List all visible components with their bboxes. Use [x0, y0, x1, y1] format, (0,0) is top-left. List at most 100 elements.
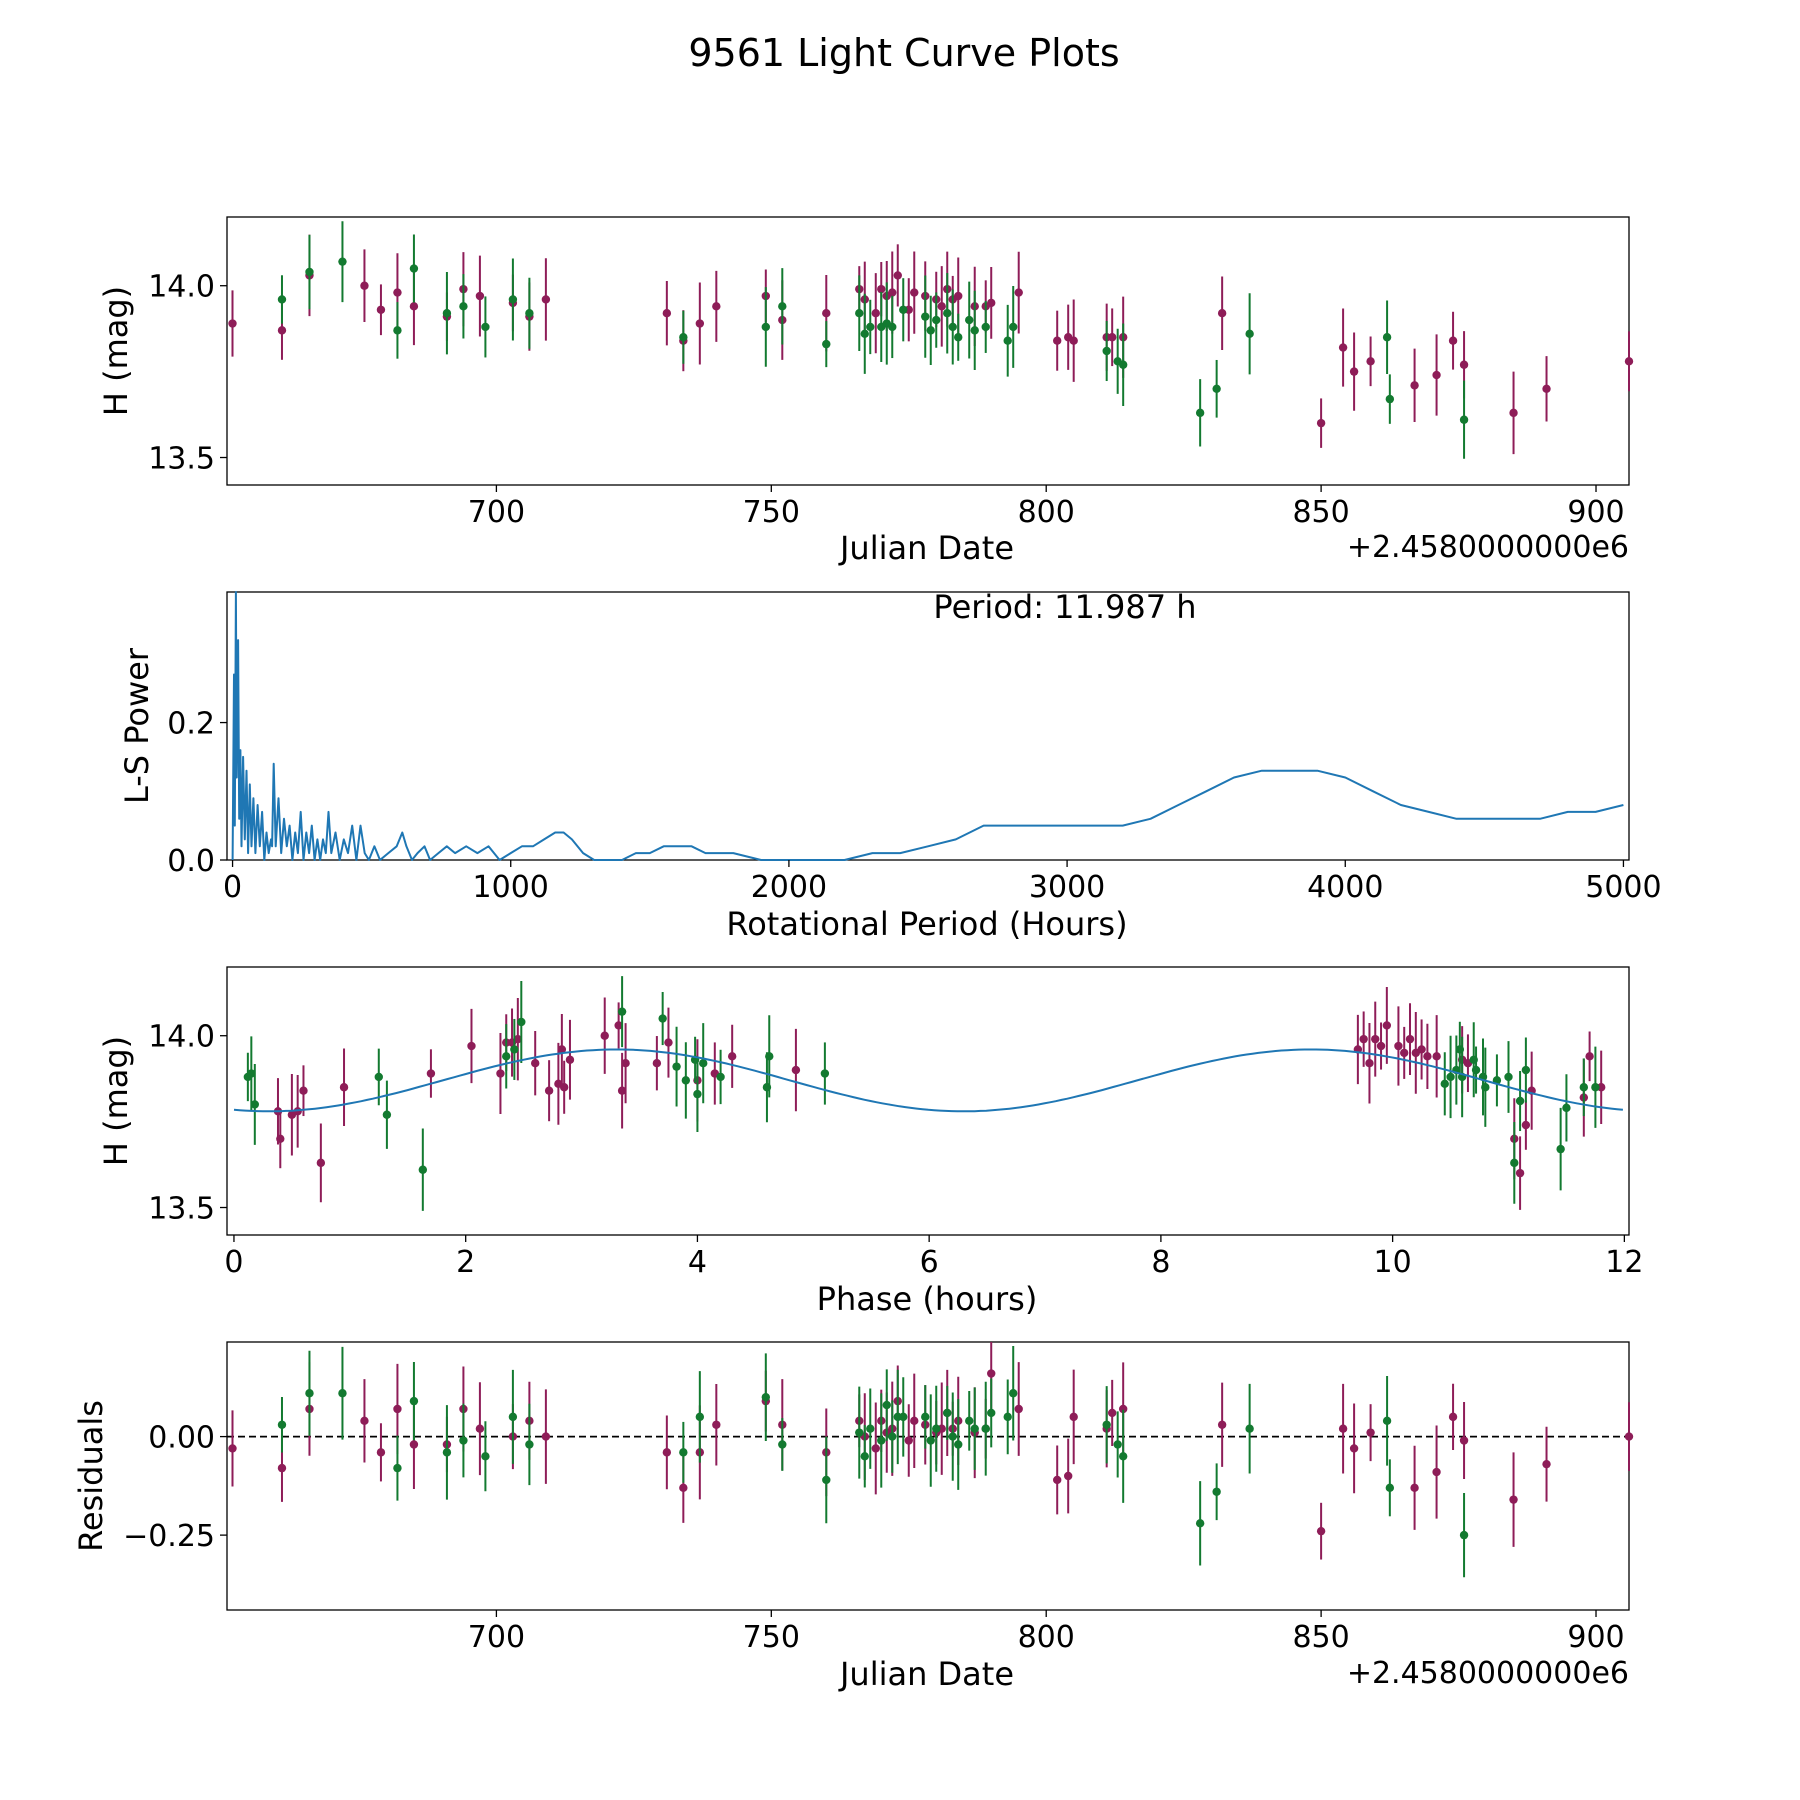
red-point [1316, 418, 1326, 428]
green-point [1118, 1452, 1128, 1461]
green-point [617, 1007, 627, 1016]
green-point [679, 1448, 688, 1457]
red-point [277, 1463, 287, 1473]
x-tick-label: 850 [1292, 1620, 1349, 1655]
red-point [877, 284, 886, 294]
x-tick-label: 700 [468, 495, 525, 530]
red-point [600, 1031, 609, 1040]
green-point [1385, 1483, 1395, 1493]
panel-phase-fold-xlabel: Phase (hours) [817, 1280, 1038, 1318]
green-point [1009, 1389, 1018, 1398]
panel-light-curve-frame [226, 216, 1630, 486]
red-point [1359, 1034, 1368, 1044]
green-point [679, 333, 688, 342]
red-point [467, 1041, 476, 1051]
green-point [820, 1069, 830, 1078]
red-point [695, 319, 705, 328]
green-point [393, 1463, 402, 1473]
green-point [1003, 336, 1012, 345]
red-point [1521, 1120, 1531, 1130]
red-point [791, 1065, 801, 1075]
green-point [921, 312, 930, 321]
red-point [1515, 1168, 1525, 1178]
panel-residuals-xlabel: Julian Date [838, 1655, 1014, 1693]
red-point [299, 1086, 308, 1095]
green-point [1385, 394, 1395, 404]
green-point [1118, 360, 1128, 369]
green-point [860, 1452, 869, 1461]
panel-residuals-offset-text: +2.4580000000e6 [1347, 1656, 1629, 1691]
green-point [1212, 1487, 1221, 1496]
red-point [871, 309, 880, 318]
x-tick-label: 8 [1151, 1245, 1170, 1280]
green-point [932, 315, 941, 325]
green-point [778, 1440, 787, 1449]
red-point [822, 309, 831, 318]
green-point [899, 1412, 908, 1422]
panel-phase-fold: 0 2 4 6 8 10 12 13.5 14.0 H (mag) Phase (hours) [97, 966, 1643, 1318]
green-point [855, 309, 864, 318]
green-point [926, 1436, 935, 1445]
green-point [1579, 1083, 1589, 1092]
green-point [716, 1072, 725, 1082]
green-point [948, 1432, 957, 1441]
panel-phase-fold-frame [226, 966, 1630, 1236]
green-point [926, 326, 935, 335]
x-tick-label: 10 [1374, 1245, 1412, 1280]
y-tick-label: 13.5 [148, 442, 215, 477]
green-point [508, 1412, 518, 1422]
green-point [1102, 1420, 1111, 1429]
green-point [965, 315, 974, 325]
green-point [1515, 1096, 1525, 1106]
red-point [1069, 336, 1078, 345]
y-tick-label: −0.25 [123, 1519, 215, 1554]
panel-light-curve-xlabel: Julian Date [838, 529, 1014, 567]
green-point [418, 1165, 428, 1174]
green-point [1591, 1083, 1600, 1092]
green-point [502, 1052, 511, 1061]
red-point [1064, 1471, 1073, 1481]
x-tick-label: 900 [1567, 495, 1624, 530]
green-point [459, 1436, 468, 1445]
y-tick-label: 0.00 [148, 1421, 215, 1456]
green-point [374, 1072, 383, 1082]
green-point [1504, 1072, 1513, 1082]
red-point [1394, 1041, 1403, 1051]
red-point [1118, 1404, 1128, 1414]
red-point [1448, 1412, 1458, 1422]
green-point [338, 257, 347, 266]
red-point [541, 295, 551, 304]
red-point [727, 1052, 737, 1061]
panel-light-curve: 700 750 800 850 900 13.5 14.0 H (mag) Julian D… [97, 216, 1634, 567]
red-point [496, 1069, 505, 1078]
red-point [621, 1059, 630, 1068]
red-point [1069, 1412, 1078, 1422]
green-point [1212, 384, 1221, 393]
red-point [1596, 1083, 1606, 1092]
red-point [1405, 1034, 1415, 1044]
panel-periodogram-xlabel: Rotational Period (Hours) [726, 905, 1127, 943]
green-point [442, 1448, 452, 1457]
red-point [1371, 1034, 1380, 1044]
y-tick-label: 14.0 [148, 270, 215, 305]
green-point [305, 267, 314, 277]
red-point [1366, 357, 1375, 366]
green-point [882, 1400, 891, 1410]
red-point [339, 1083, 349, 1092]
red-point [910, 288, 919, 297]
red-point [360, 1416, 369, 1426]
red-point [513, 1034, 523, 1044]
red-point [1014, 1404, 1023, 1414]
green-point [932, 1424, 941, 1433]
green-point [970, 1424, 979, 1433]
green-point [409, 264, 419, 273]
red-point [228, 319, 237, 328]
red-point [1338, 343, 1348, 352]
x-tick-label: 6 [920, 1245, 939, 1280]
green-point [1446, 1072, 1455, 1082]
red-point [1053, 1475, 1062, 1485]
red-point [1459, 1436, 1469, 1445]
red-point [1217, 1420, 1227, 1429]
x-tick-label: 1000 [473, 870, 549, 905]
